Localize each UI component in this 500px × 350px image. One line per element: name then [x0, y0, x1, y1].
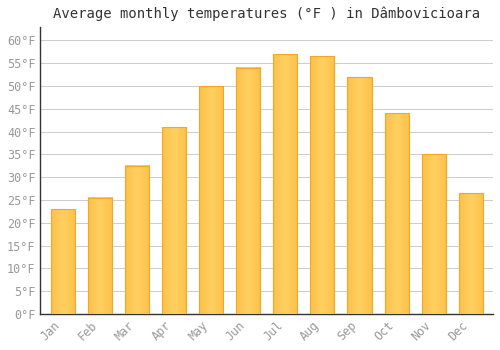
Bar [162, 127, 186, 314]
Bar [422, 154, 446, 314]
Bar [310, 56, 334, 314]
Bar [124, 166, 149, 314]
Bar [50, 209, 74, 314]
Bar [199, 86, 223, 314]
Bar [458, 193, 483, 314]
Bar [88, 198, 112, 314]
Bar [348, 77, 372, 314]
Title: Average monthly temperatures (°F ) in Dâmbovicioara: Average monthly temperatures (°F ) in Dâ… [53, 7, 480, 21]
Bar [236, 68, 260, 314]
Bar [384, 113, 408, 314]
Bar [273, 54, 297, 314]
